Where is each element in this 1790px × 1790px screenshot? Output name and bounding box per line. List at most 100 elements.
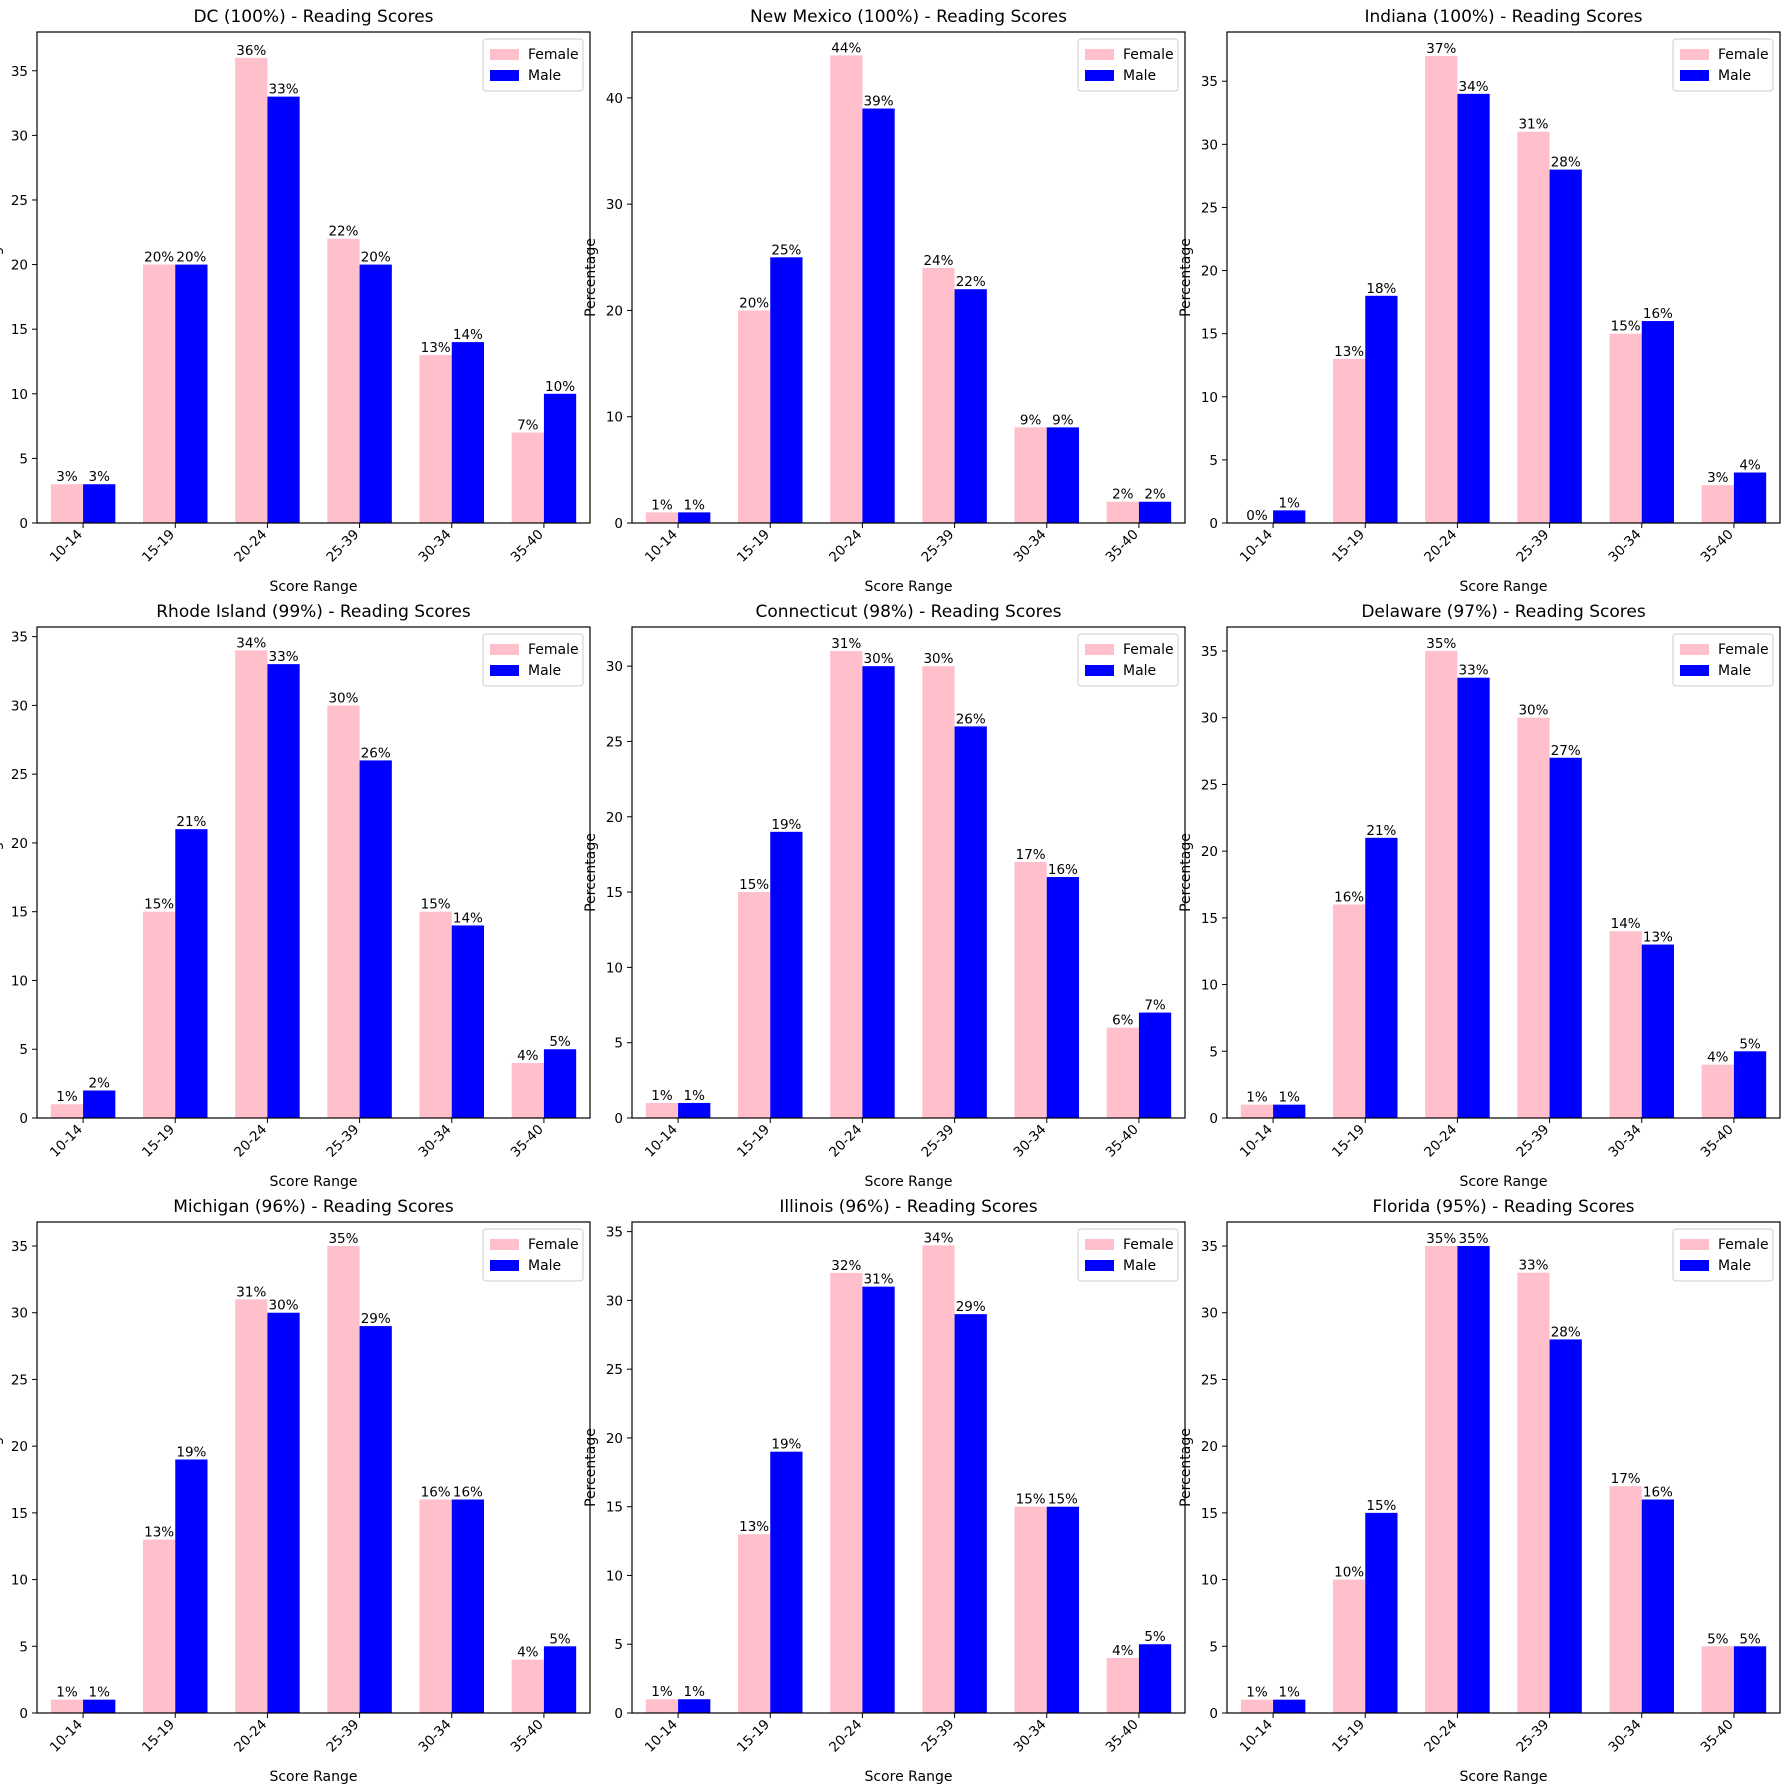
y-tick-label: 0 xyxy=(614,516,623,532)
bar-male-30-34 xyxy=(1641,944,1675,1118)
bar-male-15-19 xyxy=(770,831,803,1118)
data-label: 15% xyxy=(1048,1492,1078,1508)
x-tick-label: 10-14 xyxy=(642,1122,681,1161)
legend-swatch-male xyxy=(490,70,519,81)
x-tick-label: 25-39 xyxy=(918,527,957,566)
y-tick-label: 5 xyxy=(19,1042,28,1058)
y-tick-label: 15 xyxy=(11,905,28,921)
x-tick-label: 15-19 xyxy=(1329,527,1368,566)
data-label: 36% xyxy=(236,43,266,59)
y-tick-label: 35 xyxy=(11,64,28,80)
x-tick-label: 15-19 xyxy=(139,1122,178,1161)
data-label: 29% xyxy=(361,1311,391,1327)
x-tick-label: 30-34 xyxy=(1606,1717,1645,1756)
bar-female-25-39 xyxy=(922,267,955,523)
data-label: 30% xyxy=(923,651,953,667)
bar-female-20-24 xyxy=(830,651,863,1118)
data-label: 39% xyxy=(864,94,894,110)
bar-male-35-40 xyxy=(543,1646,577,1713)
bar-male-15-19 xyxy=(770,257,803,523)
data-label: 16% xyxy=(1643,1485,1673,1501)
bar-male-10-14 xyxy=(83,484,116,523)
y-tick-label: 15 xyxy=(11,322,28,338)
y-tick-label: 15 xyxy=(1201,327,1218,343)
data-label: 4% xyxy=(1707,1050,1729,1066)
bar-female-10-14 xyxy=(1240,1699,1274,1713)
x-axis-label: Score Range xyxy=(1459,1769,1547,1785)
data-label: 0% xyxy=(1246,508,1268,524)
x-tick-label: 20-24 xyxy=(1421,527,1460,566)
chart-title: Connecticut (98%) - Reading Scores xyxy=(755,602,1061,622)
legend: Female Male xyxy=(482,1228,584,1282)
y-tick-label: 20 xyxy=(1201,264,1218,280)
legend-label-female: Female xyxy=(1123,1237,1174,1253)
x-tick-label: 15-19 xyxy=(734,1122,773,1161)
y-tick-label: 25 xyxy=(606,734,623,750)
bar-male-10-14 xyxy=(83,1699,116,1713)
data-label: 1% xyxy=(1279,495,1301,511)
data-label: 13% xyxy=(421,340,451,356)
x-tick-label: 25-39 xyxy=(918,1122,957,1161)
y-axis-label: Percentage xyxy=(1178,238,1194,317)
data-label: 16% xyxy=(1048,862,1078,878)
bar-female-15-19 xyxy=(142,264,176,523)
data-label: 33% xyxy=(269,82,299,98)
data-label: 19% xyxy=(176,1444,206,1460)
data-label: 3% xyxy=(1707,470,1729,486)
data-label: 32% xyxy=(831,1258,861,1274)
x-tick-label: 30-34 xyxy=(1011,1122,1050,1161)
x-tick-label: 10-14 xyxy=(1237,1717,1276,1756)
chart-indiana: Indiana (100%) - Reading Scores 0% 13% 37% 3… xyxy=(1178,7,1781,595)
bar-female-35-40 xyxy=(1701,1646,1734,1713)
data-label: 44% xyxy=(831,40,861,56)
x-tick-label: 10-14 xyxy=(642,1717,681,1756)
x-tick-label: 25-39 xyxy=(323,1717,362,1756)
data-label: 1% xyxy=(684,1088,706,1104)
data-label: 1% xyxy=(651,1088,673,1104)
data-label: 31% xyxy=(236,1284,266,1300)
bar-male-20-24 xyxy=(1457,1246,1490,1713)
x-tick-label: 25-39 xyxy=(323,527,362,566)
x-axis-label: Score Range xyxy=(269,1174,357,1190)
bar-female-15-19 xyxy=(1332,904,1366,1118)
bar-female-20-24 xyxy=(830,55,863,523)
x-tick-label: 10-14 xyxy=(47,1717,86,1756)
y-tick-label: 25 xyxy=(11,1372,28,1388)
data-label: 7% xyxy=(1144,998,1166,1014)
data-label: 20% xyxy=(739,295,769,311)
legend-label-female: Female xyxy=(1123,642,1174,658)
x-tick-label: 30-34 xyxy=(1606,1122,1645,1161)
legend: Female Male xyxy=(1672,1228,1774,1282)
legend-swatch-female xyxy=(1680,644,1709,655)
y-tick-label: 20 xyxy=(1201,1439,1218,1455)
data-label: 20% xyxy=(144,250,174,266)
y-tick-label: 10 xyxy=(1201,390,1218,406)
data-label: 5% xyxy=(549,1034,571,1050)
bar-male-10-14 xyxy=(678,512,711,523)
bar-female-35-40 xyxy=(511,1659,544,1713)
data-label: 13% xyxy=(739,1519,769,1535)
y-tick-label: 10 xyxy=(11,1573,28,1589)
legend-label-male: Male xyxy=(1123,68,1156,84)
y-axis-label: Percentage xyxy=(1178,1428,1194,1507)
bar-male-20-24 xyxy=(862,1286,895,1713)
bar-female-15-19 xyxy=(737,1534,771,1713)
bar-male-20-24 xyxy=(267,664,300,1118)
x-tick-label: 30-34 xyxy=(1011,1717,1050,1756)
y-axis-label: Percentage xyxy=(0,238,4,317)
legend-swatch-male xyxy=(490,1260,519,1271)
bar-female-35-40 xyxy=(511,432,544,523)
y-tick-label: 25 xyxy=(11,193,28,209)
legend: Female Male xyxy=(1077,633,1179,687)
axes-frame xyxy=(1226,626,1781,1119)
bar-female-25-39 xyxy=(1517,1272,1550,1713)
bar-male-30-34 xyxy=(451,1499,485,1713)
legend-label-male: Male xyxy=(528,68,561,84)
axes-frame xyxy=(1226,1221,1781,1714)
axes-frame xyxy=(631,626,1186,1119)
y-tick-label: 35 xyxy=(1201,1239,1218,1255)
bar-female-30-34 xyxy=(1609,1486,1642,1713)
bar-female-35-40 xyxy=(511,1062,544,1118)
bar-male-15-19 xyxy=(175,1459,208,1713)
